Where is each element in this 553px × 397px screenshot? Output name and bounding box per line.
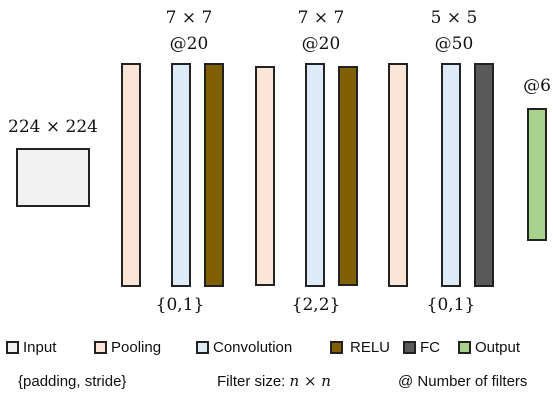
legend-swatch-relu	[330, 341, 343, 354]
padding-stride-note: {padding, stride}	[18, 373, 127, 390]
output-layer	[527, 108, 547, 241]
legend-label-input: Input	[23, 339, 57, 356]
filter-size-note: Filter size: n × n	[217, 372, 331, 390]
legend-swatch-output	[458, 341, 471, 354]
padding-stride-label-3: {0,1}	[426, 295, 476, 315]
pooling-layer-3	[388, 63, 408, 287]
legend-swatch-convolution	[196, 341, 209, 354]
input-block	[16, 148, 90, 207]
padding-stride-label-2: {2,2}	[291, 295, 341, 315]
legend-item-fc: FC	[403, 340, 440, 355]
filter-size-label-3: 5 × 5	[430, 8, 478, 28]
legend-item-convolution: Convolution	[196, 340, 292, 355]
filter-count-label-2: @20	[301, 34, 341, 54]
legend-swatch-pooling	[94, 341, 107, 354]
filter-count-label-1: @20	[169, 34, 209, 54]
filter-size-note-prefix: Filter size:	[217, 373, 290, 390]
legend-swatch-input	[6, 341, 19, 354]
fc-layer	[474, 63, 494, 287]
pooling-layer-2	[255, 66, 275, 286]
relu-layer-1	[204, 63, 224, 287]
convolution-layer-1	[171, 63, 191, 287]
output-count-label: @6	[523, 76, 551, 96]
pooling-layer-1	[121, 63, 141, 287]
legend: Input Pooling Convolution RELU FC Output	[6, 340, 551, 362]
legend-item-input: Input	[6, 340, 56, 355]
padding-stride-label-1: {0,1}	[155, 295, 205, 315]
input-size-label: 224 × 224	[8, 117, 98, 137]
legend-item-relu: RELU	[330, 340, 390, 355]
legend-label-convolution: Convolution	[213, 339, 293, 356]
legend-item-pooling: Pooling	[94, 340, 161, 355]
legend-label-output: Output	[475, 339, 521, 356]
legend-label-fc: FC	[420, 339, 440, 356]
relu-layer-2	[338, 66, 358, 286]
legend-swatch-fc	[403, 341, 416, 354]
filter-size-note-math: n × n	[289, 372, 331, 390]
number-filters-note: @ Number of filters	[398, 373, 528, 390]
legend-item-output: Output	[458, 340, 520, 355]
filter-count-label-3: @50	[434, 34, 474, 54]
convolution-layer-2	[305, 63, 325, 287]
filter-size-label-2: 7 × 7	[297, 8, 345, 28]
legend-label-pooling: Pooling	[111, 339, 162, 356]
convolution-layer-3	[441, 63, 461, 287]
filter-size-label-1: 7 × 7	[165, 8, 213, 28]
legend-label-relu: RELU	[350, 339, 391, 356]
